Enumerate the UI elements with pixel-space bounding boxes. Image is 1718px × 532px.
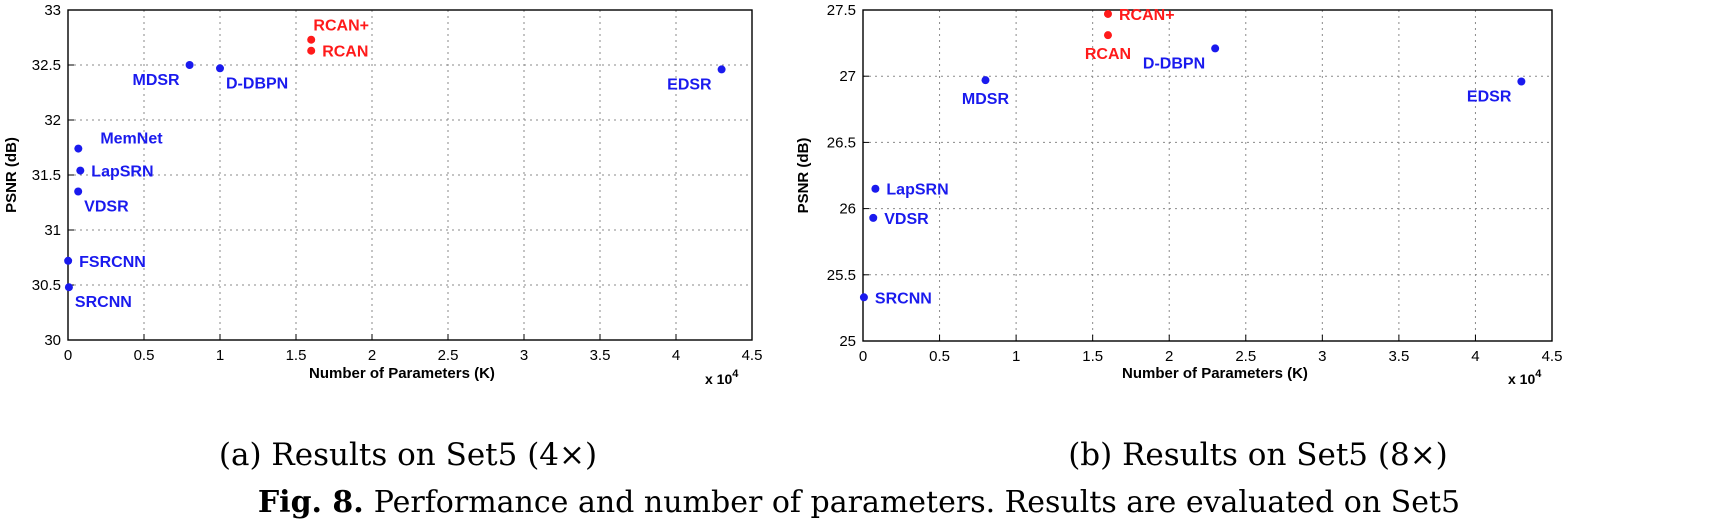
data-point (981, 76, 990, 85)
y-tick-label: 31.5 (32, 167, 61, 184)
data-label: LapSRN (886, 182, 948, 199)
x-tick-label: 2 (368, 347, 376, 364)
plot-frame (862, 9, 1553, 342)
x-tick-label: 1.5 (1082, 348, 1103, 365)
x-tick-label: 1 (216, 347, 224, 364)
y-tick-label: 33 (44, 2, 61, 19)
y-tick-label: 27.5 (827, 2, 856, 19)
data-label: D-DBPN (226, 75, 288, 92)
data-label: MDSR (962, 91, 1010, 108)
x-tick-label: 0 (859, 348, 867, 365)
data-label: EDSR (667, 76, 712, 93)
data-label: RCAN (322, 44, 368, 61)
x-tick-label: 2.5 (1235, 348, 1256, 365)
data-label: SRCNN (875, 290, 932, 307)
y-tick-label: 26.5 (827, 134, 856, 151)
data-label: VDSR (84, 199, 129, 216)
x-multiplier: x 104 (705, 368, 739, 387)
y-tick-label: 31 (44, 222, 61, 239)
x-tick-label: 3.5 (590, 347, 611, 364)
data-label: RCAN (1085, 46, 1131, 63)
data-point (1211, 44, 1220, 53)
data-point (64, 256, 73, 265)
data-point (871, 184, 880, 193)
data-point (216, 64, 224, 73)
figure-caption: Fig. 8. Performance and number of paramet… (258, 485, 1460, 520)
y-tick-label: 25.5 (827, 267, 856, 284)
data-point (307, 46, 316, 55)
y-tick-label: 27 (839, 68, 856, 85)
y-tick-label: 32.5 (32, 57, 61, 74)
data-label: VDSR (884, 211, 929, 228)
x-tick-label: 3 (520, 347, 528, 364)
data-point (185, 61, 194, 69)
data-point (1517, 77, 1526, 86)
data-label: D-DBPN (1143, 55, 1205, 72)
x-tick-label: 4 (672, 347, 680, 364)
x-tick-label: 3 (1318, 348, 1326, 365)
data-label: MemNet (100, 131, 163, 148)
y-tick-label: 25 (839, 333, 856, 350)
x-tick-label: 0.5 (134, 347, 155, 364)
chart-set5-4x: 0 0.5 1 1.5 2 2.5 3 3.5 4 4.53030.53131.53232.533… (3, 2, 762, 387)
x-tick-label: 0.5 (929, 348, 950, 365)
x-axis-label: Number of Parameters (K) (309, 365, 495, 382)
x-multiplier: x 104 (1508, 368, 1542, 387)
y-tick-label: 30.5 (32, 277, 61, 294)
data-point (859, 293, 868, 302)
data-label: FSRCNN (79, 254, 146, 271)
data-label: EDSR (1467, 88, 1512, 105)
x-tick-label: 4.5 (742, 347, 763, 364)
x-multiplier-base: x 10 (705, 371, 732, 387)
y-tick-label: 32 (44, 112, 61, 129)
data-point (307, 35, 316, 44)
x-tick-label: 0 (64, 347, 72, 364)
subcaption-a: (a) Results on Set5 (4×) (219, 437, 597, 473)
data-point (869, 213, 878, 222)
y-tick-label: 30 (44, 332, 61, 349)
x-tick-label: 1.5 (286, 347, 307, 364)
chart-set5-8x: 0 0.5 1 1.5 2 2.5 3 3.5 4 4.52525.52626.52727.5Nu… (795, 2, 1562, 387)
data-label: MDSR (132, 72, 180, 89)
data-point (717, 65, 726, 74)
x-multiplier-base: x 10 (1508, 371, 1535, 387)
y-axis-label: PSNR (dB) (3, 137, 20, 213)
x-tick-label: 2.5 (438, 347, 459, 364)
x-tick-label: 2 (1165, 348, 1173, 365)
y-axis-label: PSNR (dB) (795, 138, 812, 214)
x-tick-label: 4 (1471, 348, 1479, 365)
data-point (1103, 9, 1112, 18)
data-point (64, 283, 73, 292)
data-label: RCAN+ (313, 18, 369, 35)
y-tick-label: 26 (839, 201, 856, 218)
x-tick-label: 4.5 (1542, 348, 1563, 365)
data-point (74, 144, 83, 153)
x-multiplier-exponent: 4 (1535, 368, 1542, 380)
x-multiplier-exponent: 4 (732, 368, 739, 380)
x-axis-label: Number of Parameters (K) (1122, 365, 1308, 382)
data-point (74, 187, 83, 196)
caption-text: Performance and number of parameters. Re… (374, 485, 1460, 520)
data-point (1103, 31, 1112, 40)
caption-prefix: Fig. 8. (258, 485, 364, 520)
data-label: SRCNN (75, 294, 132, 311)
data-label: LapSRN (91, 164, 153, 181)
subcaption-b: (b) Results on Set5 (8×) (1068, 437, 1448, 473)
data-label: RCAN+ (1119, 7, 1175, 24)
x-tick-label: 1 (1012, 348, 1020, 365)
data-point (76, 166, 85, 175)
x-tick-label: 3.5 (1388, 348, 1409, 365)
